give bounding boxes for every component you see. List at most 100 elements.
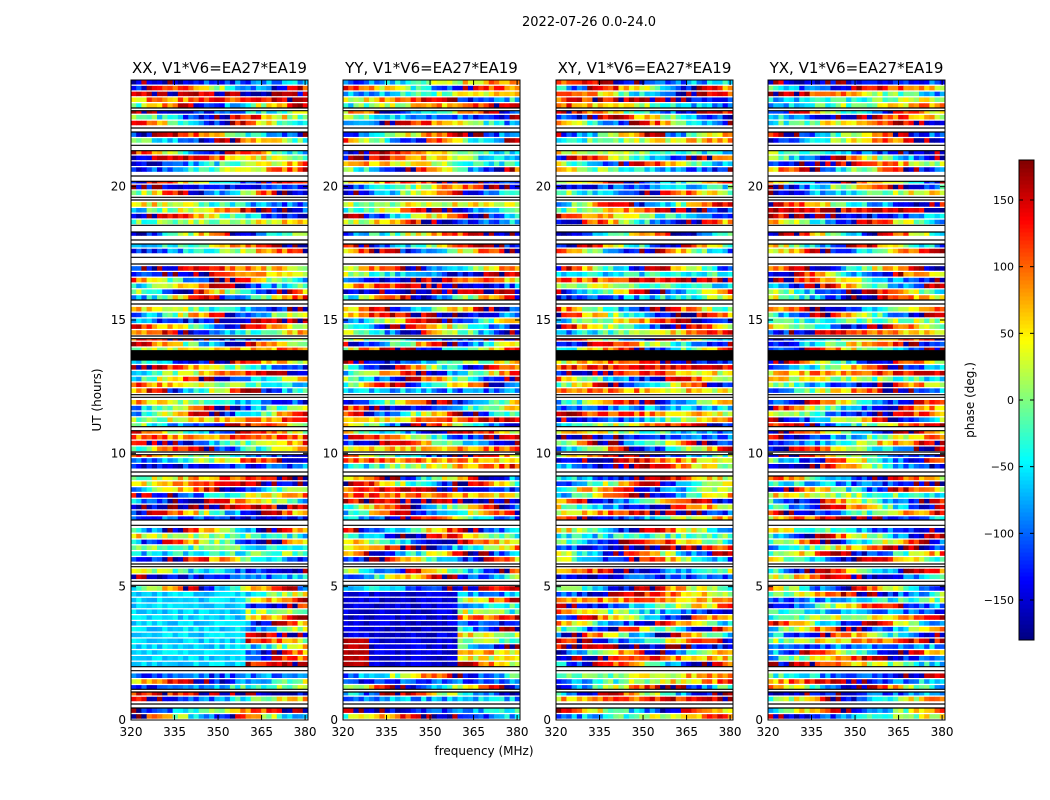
colorbar-tick-label: −50: [991, 461, 1014, 474]
x-tick-label: 365: [250, 725, 273, 739]
x-tick-label: 380: [294, 725, 317, 739]
colorbar-segment: [1019, 476, 1034, 481]
plot-frame: [555, 79, 734, 721]
colorbar-segment: [1019, 164, 1034, 169]
colorbar-segment: [1019, 444, 1034, 449]
colorbar-segment: [1019, 472, 1034, 477]
colorbar-segment: [1019, 252, 1034, 257]
colorbar-segment: [1019, 280, 1034, 285]
colorbar-tick-label: 100: [993, 261, 1014, 274]
colorbar-segment: [1019, 460, 1034, 465]
colorbar-segment: [1019, 608, 1034, 613]
colorbar-segment: [1019, 452, 1034, 457]
colorbar-segment: [1019, 384, 1034, 389]
colorbar-segment: [1019, 420, 1034, 425]
colorbar-segment: [1019, 560, 1034, 565]
colorbar-segment: [1019, 436, 1034, 441]
colorbar-segment: [1019, 336, 1034, 341]
colorbar-segment: [1019, 368, 1034, 373]
colorbar-segment: [1019, 612, 1034, 617]
y-tick-label: 5: [543, 580, 551, 594]
colorbar-segment: [1019, 220, 1034, 225]
colorbar-segment: [1019, 160, 1034, 165]
colorbar-segment: [1019, 524, 1034, 529]
colorbar-segment: [1019, 576, 1034, 581]
colorbar-segment: [1019, 532, 1034, 537]
colorbar-tick-label: 0: [1007, 394, 1014, 407]
colorbar-segment: [1019, 268, 1034, 273]
colorbar-segment: [1019, 360, 1034, 365]
colorbar-segment: [1019, 544, 1034, 549]
colorbar-segment: [1019, 376, 1034, 381]
colorbar-tick-label: 50: [1000, 327, 1014, 340]
colorbar-segment: [1019, 204, 1034, 209]
heatmap-xy: [556, 80, 733, 720]
y-tick-label: 20: [536, 180, 551, 194]
x-tick-label: 380: [719, 725, 742, 739]
colorbar-segment: [1019, 228, 1034, 233]
colorbar-segment: [1019, 304, 1034, 309]
colorbar-segment: [1019, 316, 1034, 321]
y-tick-label: 20: [748, 180, 763, 194]
y-tick-label: 20: [323, 180, 338, 194]
colorbar-segment: [1019, 504, 1034, 509]
y-tick-label: 5: [118, 580, 126, 594]
colorbar-segment: [1019, 364, 1034, 369]
panel-title: XY, V1*V6=EA27*EA19: [558, 59, 732, 77]
colorbar-segment: [1019, 192, 1034, 197]
y-tick-label: 15: [536, 313, 551, 327]
panel-xx: XX, V1*V6=EA27*EA19 320 335 350 365 380 0 5 10 15…: [111, 59, 317, 739]
colorbar-segment: [1019, 468, 1034, 473]
colorbar-segment: [1019, 212, 1034, 217]
x-tick-label: 365: [887, 725, 910, 739]
y-tick-label: 0: [330, 713, 338, 727]
x-tick-label: 380: [931, 725, 954, 739]
colorbar-segment: [1019, 208, 1034, 213]
colorbar-segment: [1019, 548, 1034, 553]
colorbar-segment: [1019, 636, 1034, 641]
panel-title: YY, V1*V6=EA27*EA19: [344, 59, 518, 77]
colorbar-segment: [1019, 200, 1034, 205]
colorbar-segment: [1019, 300, 1034, 305]
x-tick-label: 320: [757, 725, 780, 739]
colorbar-segment: [1019, 440, 1034, 445]
colorbar-segment: [1019, 232, 1034, 237]
colorbar-segment: [1019, 184, 1034, 189]
x-tick-label: 320: [332, 725, 355, 739]
colorbar-segment: [1019, 428, 1034, 433]
colorbar-segment: [1019, 196, 1034, 201]
colorbar-segment: [1019, 400, 1034, 405]
y-axis-label: UT (hours): [90, 368, 104, 431]
colorbar-segment: [1019, 188, 1034, 193]
colorbar-segment: [1019, 564, 1034, 569]
plot-frame: [767, 79, 946, 721]
colorbar-segment: [1019, 236, 1034, 241]
x-tick-label: 335: [800, 725, 823, 739]
x-tick-label: 350: [207, 725, 230, 739]
x-axis-label: frequency (MHz): [434, 744, 533, 758]
colorbar-segment: [1019, 580, 1034, 585]
colorbar-segment: [1019, 272, 1034, 277]
x-tick-label: 335: [375, 725, 398, 739]
y-tick-label: 0: [118, 713, 126, 727]
colorbar-segment: [1019, 584, 1034, 589]
colorbar-segment: [1019, 492, 1034, 497]
colorbar-segment: [1019, 388, 1034, 393]
colorbar-segment: [1019, 340, 1034, 345]
y-tick-label: 5: [330, 580, 338, 594]
y-tick-label: 20: [111, 180, 126, 194]
colorbar-segment: [1019, 292, 1034, 297]
colorbar-tick-label: −100: [984, 527, 1014, 540]
panel-title: XX, V1*V6=EA27*EA19: [132, 59, 307, 77]
colorbar-segment: [1019, 312, 1034, 317]
colorbar-segment: [1019, 176, 1034, 181]
colorbar-segment: [1019, 432, 1034, 437]
colorbar-segment: [1019, 628, 1034, 633]
colorbar-segment: [1019, 392, 1034, 397]
colorbar-segment: [1019, 552, 1034, 557]
colorbar-segment: [1019, 500, 1034, 505]
colorbar-segment: [1019, 496, 1034, 501]
colorbar-segment: [1019, 568, 1034, 573]
figure-suptitle: 2022-07-26 0.0-24.0: [522, 15, 656, 30]
colorbar-segment: [1019, 348, 1034, 353]
